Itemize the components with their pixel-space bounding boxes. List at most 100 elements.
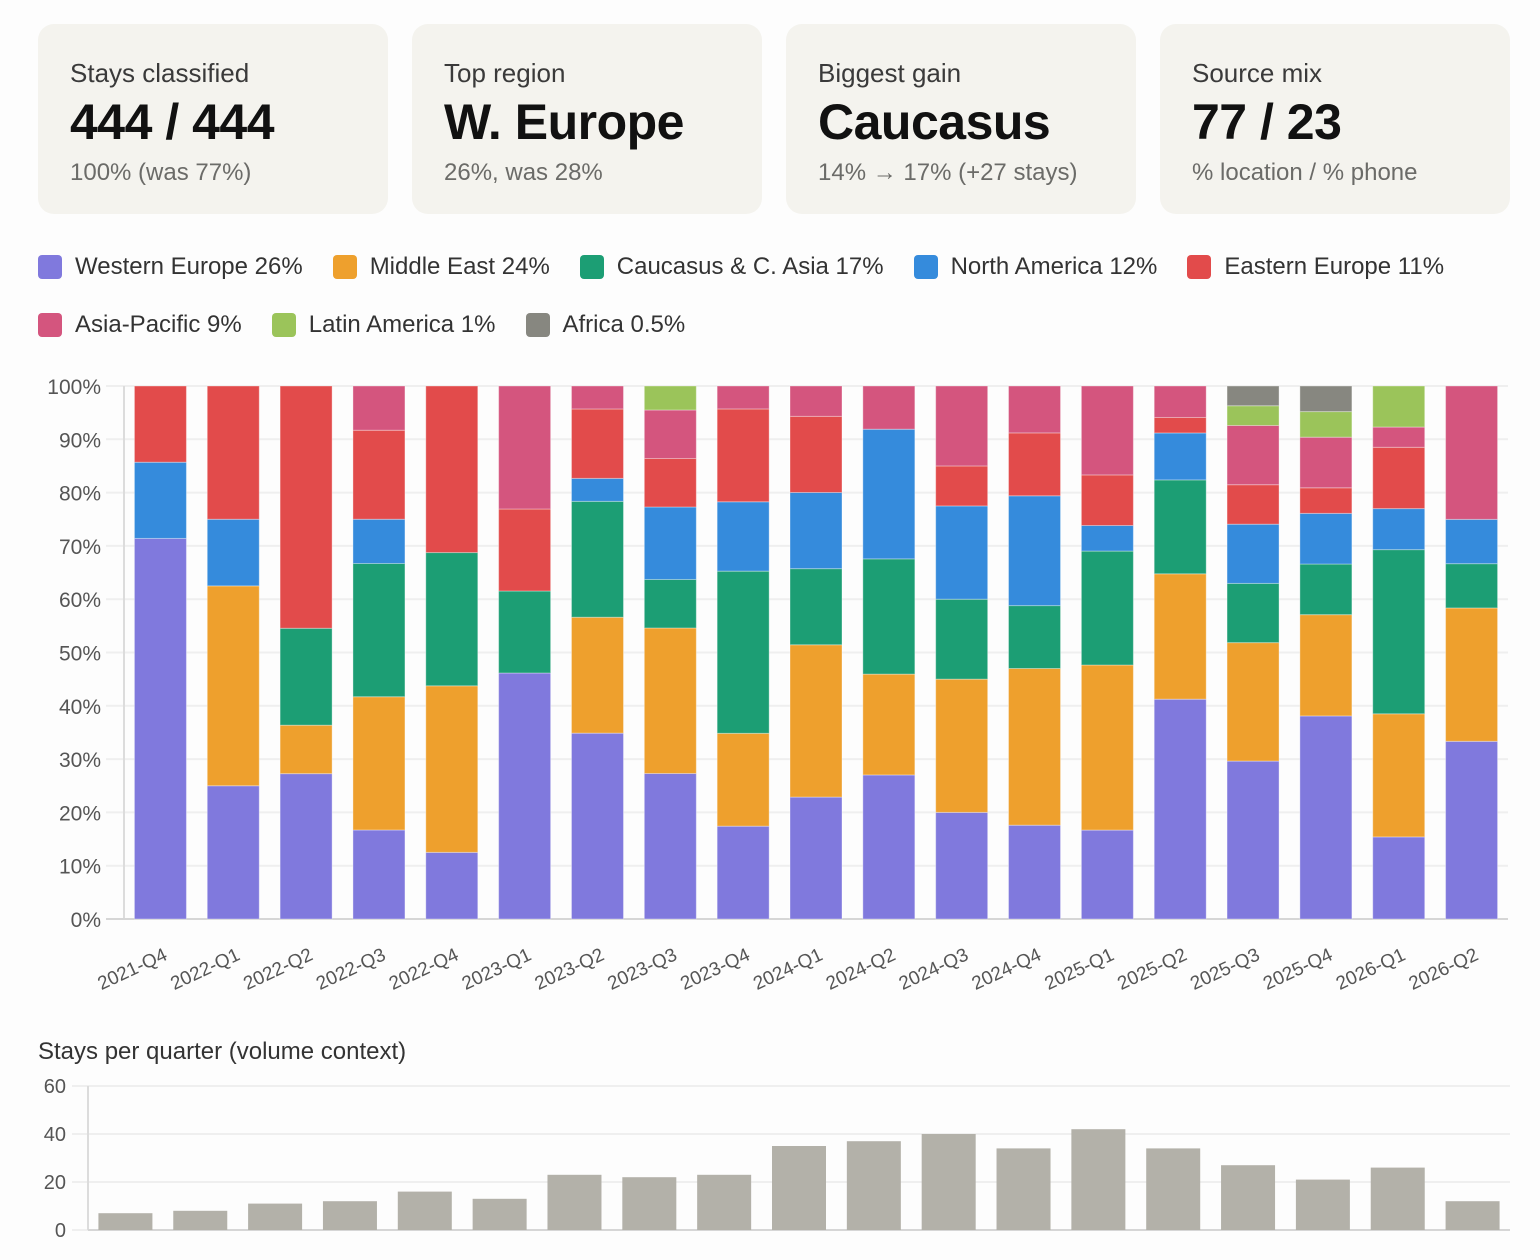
bar-segment-middle-east [206,585,260,787]
legend-item: Africa 0.5% [525,310,686,340]
bar-segment-western-europe [643,772,697,920]
bar-segment-latin-america [1372,385,1426,428]
volume-bar [322,1201,377,1230]
bar-segment-middle-east [1153,573,1207,700]
bar-segment-middle-east [1372,713,1426,838]
volume-chart-title: Stays per quarter (volume context) [38,1038,407,1065]
x-tick-label: 2024-Q2 [823,944,899,994]
y-tick-label: 50% [59,643,101,666]
x-tick-label: 2025-Q2 [1114,944,1190,994]
x-tick-label: 2025-Q3 [1187,944,1263,994]
bar-segment-eastern-europe [352,429,406,520]
kpi-value: 444 / 444 [70,94,275,150]
bar-segment-caucasus-c-asia [643,578,697,629]
bar-segment-western-europe [1226,760,1280,920]
bar-segment-middle-east [1226,642,1280,762]
volume-bar [1370,1167,1425,1230]
bar-segment-asia-pacific [1299,436,1353,489]
bar-segment-western-europe [425,851,479,920]
legend-label: Middle East 24% [369,253,550,280]
volume-bar [921,1134,976,1230]
legend-label: Africa 0.5% [562,311,686,338]
y-tick-label: 0 [55,1220,66,1242]
chart-legend: Western Europe 26% Middle East 24% Caucasu… [38,252,1518,340]
bar-segment-asia-pacific [1372,426,1426,448]
x-tick-label: 2025-Q4 [1260,944,1336,994]
bar-segment-eastern-europe [716,408,770,503]
volume-bar [472,1198,527,1230]
bar-segment-caucasus-c-asia [1226,582,1280,644]
y-tick-label: 80% [59,483,101,506]
volume-bar [622,1177,677,1230]
bar-segment-western-europe [1372,836,1426,920]
volume-bar [772,1146,826,1230]
bar-segment-caucasus-c-asia [1372,549,1426,715]
legend-swatch [332,255,357,279]
bar-segment-caucasus-c-asia [789,568,843,646]
y-tick-label: 20% [59,802,101,825]
bar-segment-north-america [133,461,187,539]
legend-swatch [579,255,604,279]
volume-bar [1295,1179,1350,1230]
bar-segment-middle-east [789,644,843,798]
legend-label: North America 12% [950,253,1158,280]
bar-segment-western-europe [862,774,916,920]
bar-segment-north-america [935,505,989,600]
bar-segment-caucasus-c-asia [1080,550,1134,666]
bar-segment-north-america [1008,495,1062,607]
bar-segment-middle-east [935,678,989,813]
bar-segment-eastern-europe [1080,474,1134,527]
bar-segment-caucasus-c-asia [935,598,989,680]
x-tick-label: 2022-Q3 [313,944,389,994]
bar-segment-eastern-europe [570,408,624,479]
bar-segment-eastern-europe [425,385,479,554]
bar-segment-eastern-europe [133,385,187,463]
bar-segment-middle-east [716,732,770,827]
bar-segment-western-europe [1008,824,1062,920]
bar-segment-north-america [1153,432,1207,481]
bar-segment-caucasus-c-asia [570,500,624,618]
volume-bar [697,1174,752,1230]
bar-segment-north-america [643,506,697,580]
bar-segment-middle-east [425,685,479,853]
bar-segment-latin-america [1226,405,1280,426]
volume-bar [547,1174,602,1230]
legend-label: Eastern Europe 11% [1224,253,1445,280]
volume-bar [1445,1201,1500,1230]
stays-per-quarter-bar-chart: 0 20 40 60 [44,1076,1510,1242]
legend-swatch [1187,255,1212,279]
bar-segment-asia-pacific [643,409,697,459]
x-tick-label: 2026-Q2 [1406,944,1482,994]
bar-segment-africa [1226,385,1280,407]
bar-segment-asia-pacific [570,385,624,410]
bar-segment-north-america [352,518,406,564]
bar-segment-eastern-europe [498,508,552,592]
x-tick-label: 2025-Q1 [1042,944,1118,994]
bar-segment-caucasus-c-asia [498,590,552,674]
bar-segment-asia-pacific [1445,385,1499,520]
x-tick-label: 2023-Q1 [459,944,535,994]
x-tick-label: 2022-Q1 [167,944,243,994]
kpi-cards: Stays classified 444 / 444 100% (was 77%… [38,24,1510,214]
volume-bar [1146,1148,1201,1230]
bar-segment-latin-america [643,385,697,411]
legend-swatch [38,313,62,337]
kpi-value: Caucasus [818,94,1051,150]
bar-segment-western-europe [1299,715,1353,920]
bar-segment-caucasus-c-asia [1153,479,1207,575]
bar-segment-eastern-europe [1226,484,1280,525]
legend-item: Asia-Pacific 9% [38,310,242,340]
bar-segment-middle-east [1008,667,1062,826]
bar-segment-asia-pacific [1153,385,1207,418]
y-tick-label: 10% [59,856,101,879]
bar-segment-caucasus-c-asia [1445,563,1499,609]
bar-segment-asia-pacific [862,385,916,430]
legend-label: Western Europe 26% [75,253,303,280]
bar-segment-eastern-europe [1372,446,1426,510]
y-tick-label: 60 [44,1076,66,1098]
x-tick-label: 2023-Q3 [605,944,681,994]
kpi-sub: % location / % phone [1192,159,1418,186]
bar-segment-eastern-europe [1008,432,1062,497]
bar-segment-middle-east [570,616,624,734]
bar-segment-asia-pacific [935,385,989,467]
